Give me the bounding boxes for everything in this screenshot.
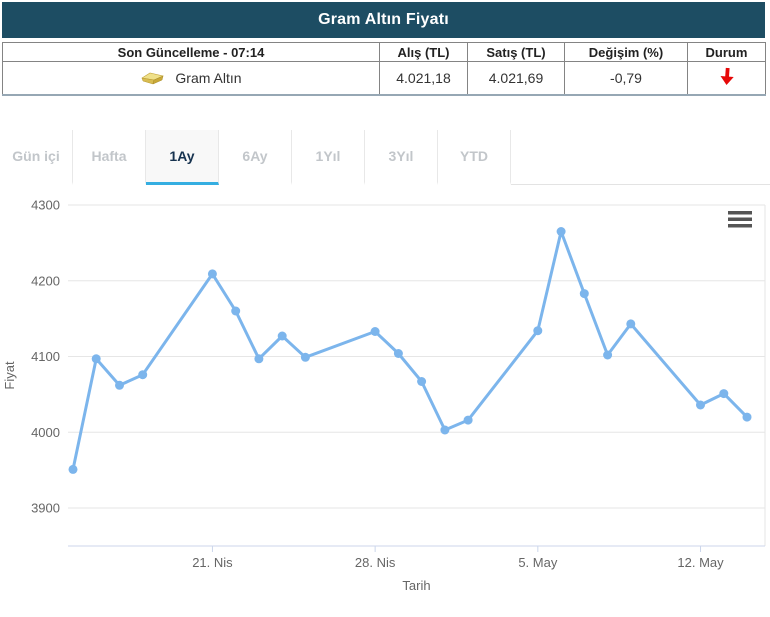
y-tick-label: 3900 — [31, 500, 60, 515]
data-point-marker[interactable] — [742, 412, 752, 422]
y-tick-label: 4300 — [31, 197, 60, 212]
data-point-marker[interactable] — [626, 318, 636, 328]
data-point-marker[interactable] — [91, 353, 101, 363]
data-point-marker[interactable] — [115, 380, 124, 390]
col-change: Değişim (%) — [564, 42, 688, 62]
buy-price: 4.021,18 — [379, 61, 468, 95]
y-tick-label: 4000 — [31, 424, 60, 439]
data-point-marker[interactable] — [440, 425, 450, 434]
widget-title-bar: Gram Altın Fiyatı — [2, 2, 765, 38]
tab-gun-ici[interactable]: Gün içi — [0, 129, 73, 185]
data-point-marker[interactable] — [138, 369, 148, 379]
down-arrow-icon — [716, 65, 738, 90]
tab-6ay[interactable]: 6Ay — [219, 129, 292, 185]
x-tick-label: 28. Nis — [355, 555, 396, 570]
tab-1yil[interactable]: 1Yıl — [292, 129, 365, 185]
change-pct: -0,79 — [564, 61, 688, 95]
data-point-marker[interactable] — [231, 306, 241, 315]
hamburger-bar — [728, 210, 752, 214]
hamburger-bar — [728, 223, 752, 227]
y-axis-title: Fiyat — [2, 361, 17, 390]
price-line — [71, 229, 749, 471]
data-point-marker[interactable] — [463, 415, 473, 425]
hamburger-menu-icon[interactable] — [728, 210, 752, 228]
data-point-marker[interactable] — [393, 348, 403, 358]
data-point-marker[interactable] — [696, 400, 705, 409]
widget-title: Gram Altın Fiyatı — [318, 11, 449, 28]
x-tick-label: 12. May — [677, 555, 724, 570]
data-point-marker[interactable] — [370, 326, 380, 336]
data-point-marker[interactable] — [533, 325, 543, 335]
y-tick-label: 4100 — [31, 349, 60, 364]
data-point-marker[interactable] — [603, 350, 613, 359]
range-tabs: Gün içi Hafta 1Ay 6Ay 1Yıl 3Yıl YTD — [0, 129, 770, 185]
table-row: Gram Altın 4.021,18 4.021,69 -0,79 — [2, 61, 766, 95]
hamburger-bar — [728, 217, 752, 221]
price-widget: Gram Altın Fiyatı Son Güncelleme - 07:14… — [2, 2, 766, 96]
sell-price: 4.021,69 — [467, 61, 565, 95]
data-point-marker[interactable] — [254, 353, 264, 363]
x-tick-label: 21. Nis — [192, 555, 233, 570]
y-tick-label: 4200 — [31, 273, 60, 288]
data-point-marker[interactable] — [277, 331, 287, 340]
data-point-marker[interactable] — [300, 352, 310, 362]
data-point-marker[interactable] — [719, 388, 729, 398]
price-table: Son Güncelleme - 07:14 Alış (TL) Satış (… — [2, 42, 766, 96]
table-header-row: Son Güncelleme - 07:14 Alış (TL) Satış (… — [2, 42, 766, 62]
tab-ytd[interactable]: YTD — [438, 129, 511, 185]
price-chart: 3900 4000 4100 4200 4300 21. Nis 28. Nis 5. May… — [0, 185, 770, 616]
col-buy: Alış (TL) — [379, 42, 468, 62]
data-point-marker[interactable] — [207, 268, 217, 278]
col-last-update: Son Güncelleme - 07:14 — [2, 42, 380, 62]
tab-3yil[interactable]: 3Yıl — [365, 129, 438, 185]
data-point-marker[interactable] — [68, 464, 78, 474]
data-point-marker[interactable] — [579, 288, 589, 298]
data-point-marker[interactable] — [417, 376, 427, 386]
gold-ingot-icon — [140, 70, 166, 86]
x-axis-title: Tarih — [402, 578, 430, 593]
tab-hafta[interactable]: Hafta — [73, 129, 146, 185]
instrument-name: Gram Altın — [175, 69, 242, 86]
col-status: Durum — [687, 42, 766, 62]
col-sell: Satış (TL) — [467, 42, 565, 62]
x-tick-label: 5. May — [518, 555, 558, 570]
tab-1ay[interactable]: 1Ay — [146, 129, 219, 185]
data-point-marker[interactable] — [556, 226, 566, 236]
